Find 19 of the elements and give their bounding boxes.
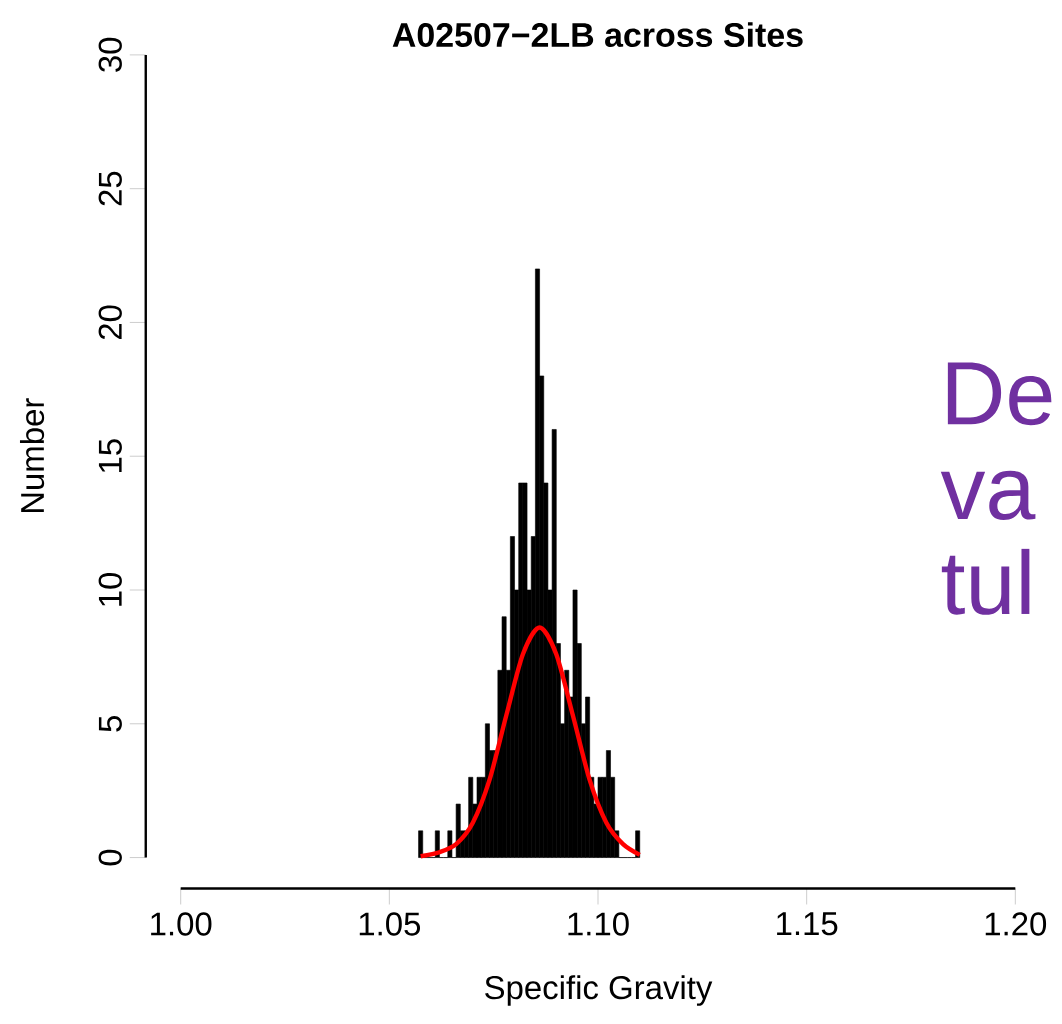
y-tick-label: 25 [98,171,122,206]
line-series [418,625,642,859]
y-tick-label: 20 [98,305,122,339]
x-axis-title: Specific Gravity [485,975,713,1006]
x-tick-label: 1.10 [568,912,629,936]
x-tick-label: 1.15 [777,912,838,936]
y-tick-label: 0 [98,849,122,866]
annotation: tul [941,548,1030,615]
y-tick-label: 15 [98,439,122,472]
annotation: va [940,470,1036,520]
annotation: De [947,362,1052,426]
x-tick-label: 1.00 [151,912,212,936]
y-tick-label: 10 [98,572,122,606]
x-tick-label: 1.20 [985,912,1047,936]
y-tick-label: 30 [98,37,122,72]
y-axis-title: Number [19,398,45,512]
chart-title: A02507−2LB across Sites [392,21,803,47]
y-tick-label: 5 [98,715,122,732]
x-tick-label: 1.05 [359,912,421,936]
